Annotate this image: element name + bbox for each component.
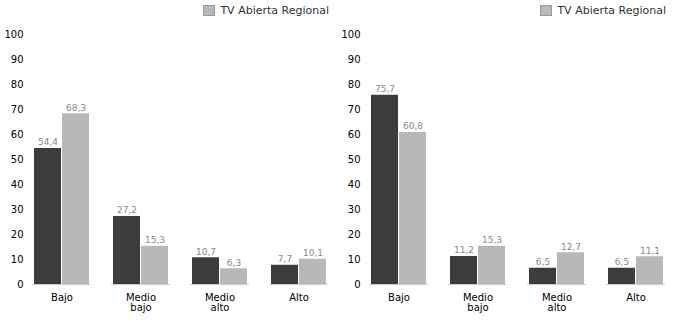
svg-text:Mediobajo: Mediobajo — [126, 292, 156, 313]
svg-text:0: 0 — [354, 279, 360, 290]
svg-text:30: 30 — [11, 204, 24, 215]
svg-text:20: 20 — [11, 229, 24, 240]
svg-text:90: 90 — [348, 54, 361, 65]
svg-text:68,3: 68,3 — [66, 103, 86, 113]
svg-text:6,5: 6,5 — [536, 257, 550, 267]
svg-text:60: 60 — [348, 129, 361, 140]
svg-text:15,3: 15,3 — [482, 235, 502, 245]
svg-text:Mediobajo: Mediobajo — [463, 292, 493, 313]
svg-text:10,7: 10,7 — [196, 247, 216, 257]
svg-text:Bajo: Bajo — [388, 292, 410, 303]
html-text:TV Abierta Regional: TV Abierta Regional — [220, 3, 329, 17]
svg-text:11,2: 11,2 — [454, 245, 474, 255]
svg-text:10: 10 — [11, 254, 24, 265]
svg-text:90: 90 — [11, 54, 24, 65]
svg-text:100: 100 — [4, 29, 23, 40]
svg-text:54,4: 54,4 — [38, 137, 58, 147]
svg-text:15,3: 15,3 — [145, 235, 165, 245]
svg-text:40: 40 — [348, 179, 361, 190]
svg-text:0: 0 — [17, 279, 23, 290]
svg-text:30: 30 — [348, 204, 361, 215]
svg-text:50: 50 — [348, 154, 361, 165]
svg-text:75,7: 75,7 — [375, 84, 395, 94]
svg-text:70: 70 — [348, 104, 361, 115]
svg-text:40: 40 — [11, 179, 24, 190]
svg-text:60,8: 60,8 — [403, 121, 423, 131]
html-text:TV Abierta Regional: TV Abierta Regional — [557, 3, 666, 17]
svg-text:11,1: 11,1 — [640, 246, 660, 256]
svg-text:Medioalto: Medioalto — [542, 292, 572, 313]
svg-text:Alto: Alto — [289, 292, 309, 303]
svg-text:10: 10 — [348, 254, 361, 265]
svg-text:100: 100 — [341, 29, 360, 40]
svg-text:80: 80 — [348, 79, 361, 90]
svg-text:6,3: 6,3 — [227, 258, 241, 268]
svg-text:50: 50 — [11, 154, 24, 165]
svg-text:10,1: 10,1 — [303, 248, 323, 258]
svg-text:7,7: 7,7 — [278, 254, 292, 264]
svg-text:80: 80 — [11, 79, 24, 90]
svg-text:60: 60 — [11, 129, 24, 140]
svg-text:12,7: 12,7 — [561, 242, 581, 252]
svg-text:27,2: 27,2 — [117, 205, 137, 215]
svg-text:Bajo: Bajo — [51, 292, 73, 303]
svg-text:Alto: Alto — [626, 292, 646, 303]
svg-text:70: 70 — [11, 104, 24, 115]
svg-text:Medioalto: Medioalto — [205, 292, 235, 313]
svg-text:6,5: 6,5 — [615, 257, 629, 267]
svg-text:20: 20 — [348, 229, 361, 240]
